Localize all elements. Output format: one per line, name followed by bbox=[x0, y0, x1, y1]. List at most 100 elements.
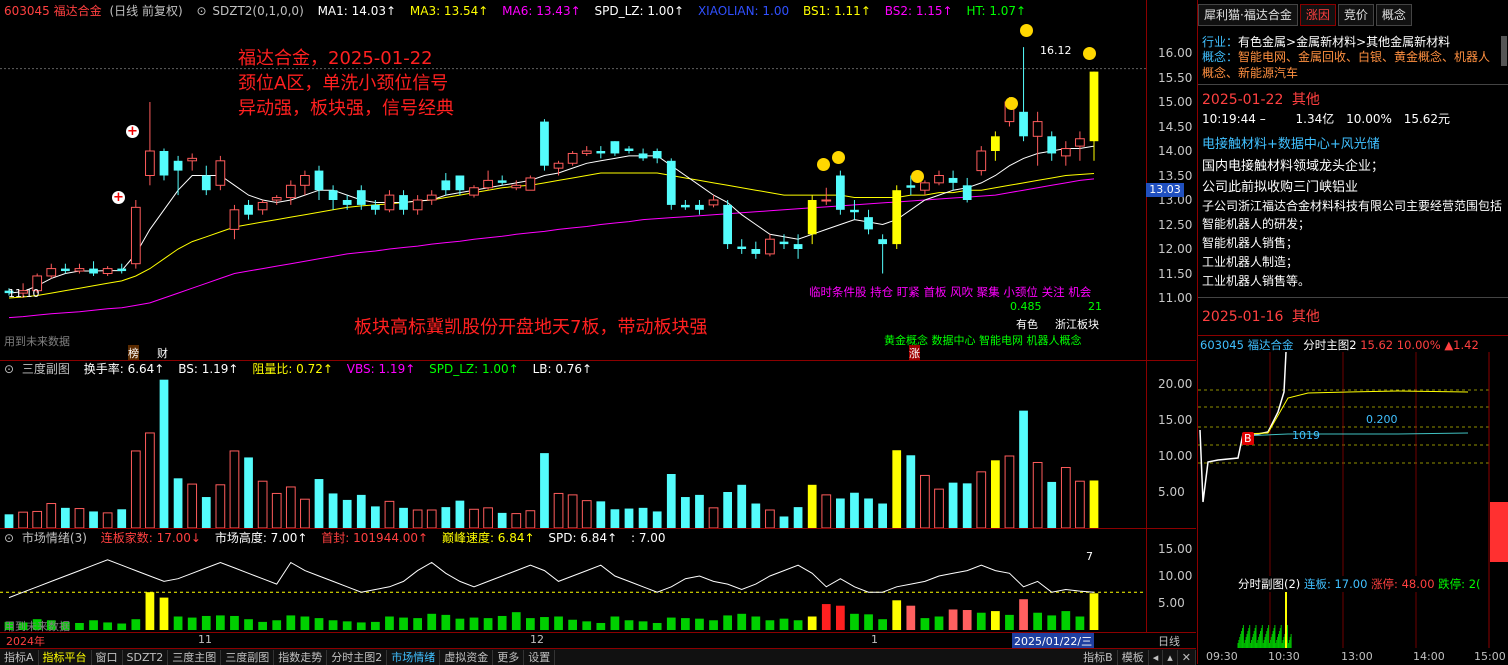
tab-jingjia[interactable]: 竞价 bbox=[1337, 4, 1374, 26]
sub1-spd: SPD_LZ: 1.00↑ bbox=[429, 362, 519, 376]
bs1-value: BS1: 1.11↑ bbox=[802, 4, 871, 18]
tab-bottom-10[interactable]: 虚拟资金 bbox=[440, 649, 494, 665]
turnover-bar bbox=[737, 484, 747, 528]
turnover-bar bbox=[117, 509, 127, 528]
buy-plus-icon: + bbox=[126, 124, 139, 139]
scrollbar-thumb[interactable] bbox=[1501, 36, 1507, 66]
candle-body bbox=[145, 150, 155, 176]
candle-body bbox=[46, 268, 57, 277]
candle-body bbox=[540, 121, 549, 166]
tab-bottom-8[interactable]: 分时主图2 bbox=[327, 649, 388, 665]
sub1-bs: BS: 1.19↑ bbox=[178, 362, 239, 376]
sentiment-bar bbox=[850, 613, 859, 630]
turnover-bar bbox=[46, 503, 57, 529]
candle-body bbox=[948, 177, 958, 183]
sentiment-bar bbox=[666, 617, 676, 630]
candle-body bbox=[4, 290, 14, 294]
event-desc-6: 工业机器人销售等。 bbox=[1202, 274, 1311, 288]
turnover-bar bbox=[1047, 481, 1057, 528]
candle-body bbox=[497, 180, 507, 183]
stock-code-name[interactable]: 603045 福达合金 bbox=[4, 4, 102, 18]
bang-marker: 榜 bbox=[128, 345, 139, 361]
turnover-bar bbox=[934, 488, 944, 529]
sub1-title[interactable]: 三度副图 bbox=[21, 362, 70, 376]
kline-chart-svg[interactable] bbox=[0, 0, 1196, 664]
sentiment-bar bbox=[511, 612, 521, 630]
sentiment-bar bbox=[1033, 612, 1043, 630]
period-button[interactable]: 日线 bbox=[1158, 635, 1180, 648]
turnover-bar bbox=[821, 494, 832, 529]
candle-body bbox=[567, 152, 578, 164]
tab-bottom-6[interactable]: 三度副图 bbox=[221, 649, 275, 665]
gear-icon[interactable]: ⊙ bbox=[4, 531, 15, 545]
smiley-icon bbox=[1005, 97, 1018, 110]
scroll-up-icon[interactable]: ▴ bbox=[1163, 649, 1178, 665]
candle-body bbox=[1075, 138, 1085, 147]
indicator-name[interactable]: SDZT2(0,1,0,0) bbox=[212, 4, 304, 18]
turnover-bar bbox=[384, 500, 395, 529]
intraday-chart-svg[interactable] bbox=[1198, 352, 1508, 648]
tab-zhangyin[interactable]: 涨因 bbox=[1299, 4, 1336, 26]
tab-bottom-5[interactable]: 三度主图 bbox=[168, 649, 222, 665]
gear-icon[interactable]: ⊙ bbox=[196, 4, 207, 18]
sentiment-bar bbox=[525, 618, 535, 630]
sub1-lb: LB: 0.76↑ bbox=[532, 362, 593, 376]
intraday-pct: 10.00% bbox=[1396, 338, 1441, 352]
x-date-box[interactable]: 2025/01/22/三 bbox=[1012, 633, 1095, 649]
close-icon[interactable]: ✕ bbox=[1178, 649, 1196, 665]
candle-body bbox=[990, 136, 1000, 151]
turnover-bar bbox=[540, 453, 549, 528]
sentiment-bar bbox=[215, 615, 225, 630]
turnover-bar bbox=[525, 510, 536, 529]
ma1-value: MA1: 14.03↑ bbox=[317, 4, 397, 18]
axis-tick-label: 15.00 bbox=[1158, 413, 1193, 427]
sub2-shoufeng: 首封: 101944.00↑ bbox=[321, 531, 429, 545]
sub2-title[interactable]: 市场情绪(3) bbox=[21, 531, 87, 545]
candle-body bbox=[469, 187, 479, 196]
signal-value-right: 21 bbox=[1088, 300, 1102, 313]
turnover-bar bbox=[920, 474, 930, 529]
turnover-bar bbox=[145, 432, 155, 529]
axis-tick-label: 16.00 bbox=[1158, 46, 1193, 60]
concept-tags: 黄金概念 数据中心 智能电网 机器人概念 bbox=[884, 334, 1082, 347]
turnover-bar bbox=[89, 511, 98, 528]
sentiment-bar bbox=[779, 618, 789, 630]
tab-bottom-right-2[interactable]: 模板 bbox=[1118, 649, 1149, 665]
sentiment-bar bbox=[89, 620, 98, 630]
concept-value: 智能电网、金属回收、白银、黄金概念、机器人概念、新能源汽车 bbox=[1202, 50, 1491, 80]
intraday-header: 603045 福达合金 分时主图2 15.62 10.00% ▲1.42 bbox=[1200, 337, 1479, 353]
candle-body bbox=[892, 190, 902, 245]
tab-bottom-12[interactable]: 设置 bbox=[524, 649, 556, 665]
sentiment-bar bbox=[695, 618, 704, 630]
kline-main-area[interactable]: 603045 福达合金 (日线 前复权) ⊙ SDZT2(0,1,0,0) MA… bbox=[0, 0, 1196, 664]
tab-bottom-2[interactable]: 指标平台 bbox=[39, 649, 92, 665]
sentiment-bar bbox=[610, 616, 620, 630]
tab-xilimao[interactable]: 犀利猫·福达合金 bbox=[1198, 4, 1298, 26]
tab-bottom-7[interactable]: 指数走势 bbox=[274, 649, 328, 665]
sentiment-bar bbox=[342, 621, 352, 630]
sentiment-bar bbox=[793, 620, 803, 630]
tab-bottom-4[interactable]: SDZT2 bbox=[123, 649, 169, 665]
time-label-1030: 10:30 bbox=[1268, 650, 1300, 663]
tab-bottom-11[interactable]: 更多 bbox=[493, 649, 525, 665]
gear-icon[interactable]: ⊙ bbox=[4, 362, 15, 376]
axis-tick-label: 12.00 bbox=[1158, 242, 1193, 256]
tab-bottom-9[interactable]: 市场情绪 bbox=[387, 649, 441, 665]
cai-marker: 财 bbox=[157, 347, 168, 360]
x-label-2024: 2024年 bbox=[6, 635, 45, 648]
turnover-bar bbox=[4, 514, 14, 528]
turnover-bar bbox=[328, 493, 338, 528]
intraday-label-200: 0.200 bbox=[1366, 413, 1398, 426]
event-date-row-1: 2025-01-22 其他 bbox=[1202, 89, 1320, 109]
tab-bottom-right-1[interactable]: 指标B bbox=[1079, 649, 1118, 665]
axis-tick-label: 11.50 bbox=[1158, 266, 1193, 281]
candle-body bbox=[1032, 121, 1043, 137]
axis-tick-label: 10.00 bbox=[1158, 569, 1193, 583]
scroll-left-icon[interactable]: ◂ bbox=[1149, 649, 1164, 665]
intraday-stock-name[interactable]: 603045 福达合金 bbox=[1200, 338, 1294, 352]
turnover-bar bbox=[624, 508, 634, 528]
tab-gainian[interactable]: 概念 bbox=[1375, 4, 1412, 26]
tab-bottom-1[interactable]: 指标A bbox=[0, 649, 39, 665]
tab-bottom-3[interactable]: 窗口 bbox=[92, 649, 123, 665]
candle-body bbox=[1047, 136, 1057, 154]
